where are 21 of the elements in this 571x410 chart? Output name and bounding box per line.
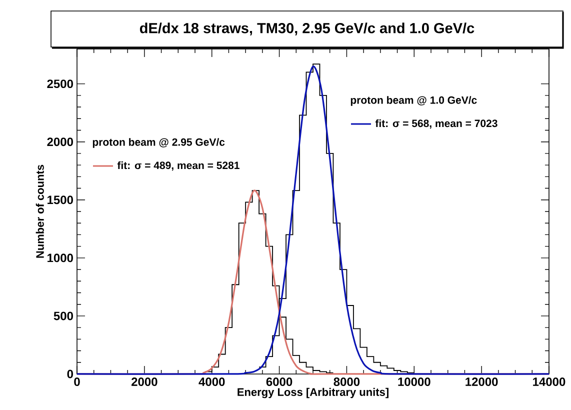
annotation: proton beam @ 1.0 GeV/c: [350, 96, 477, 106]
annotation: proton beam @ 2.95 GeV/c: [92, 138, 225, 148]
chart-title: dE/dx 18 straws, TM30, 2.95 GeV/c and 1.0 GeV/c: [140, 22, 474, 36]
x-tick-label: 4000: [198, 378, 225, 386]
y-tick-label: 500: [54, 312, 73, 320]
x-tick-label: 14000: [533, 378, 566, 386]
x-tick-label: 12000: [466, 378, 498, 386]
legend-label: fit: σ = 489, mean = 5281: [117, 161, 240, 171]
x-tick-label: 0: [74, 378, 80, 386]
y-axis-title: Number of counts: [36, 164, 44, 258]
y-tick-label: 1500: [48, 196, 73, 204]
y-tick-label: 0: [67, 370, 73, 378]
y-tick-label: 2000: [47, 138, 73, 146]
y-tick-label: 1000: [48, 254, 73, 262]
x-tick-label: 10000: [398, 378, 430, 386]
x-axis-title: Energy Loss [Arbitrary units]: [238, 388, 388, 398]
x-tick-label: 2000: [132, 378, 158, 386]
y-tick-label: 2500: [47, 80, 73, 88]
legend-label: fit: σ = 568, mean = 7023: [375, 119, 498, 129]
x-tick-label: 6000: [266, 378, 292, 386]
x-tick-label: 8000: [334, 378, 360, 386]
